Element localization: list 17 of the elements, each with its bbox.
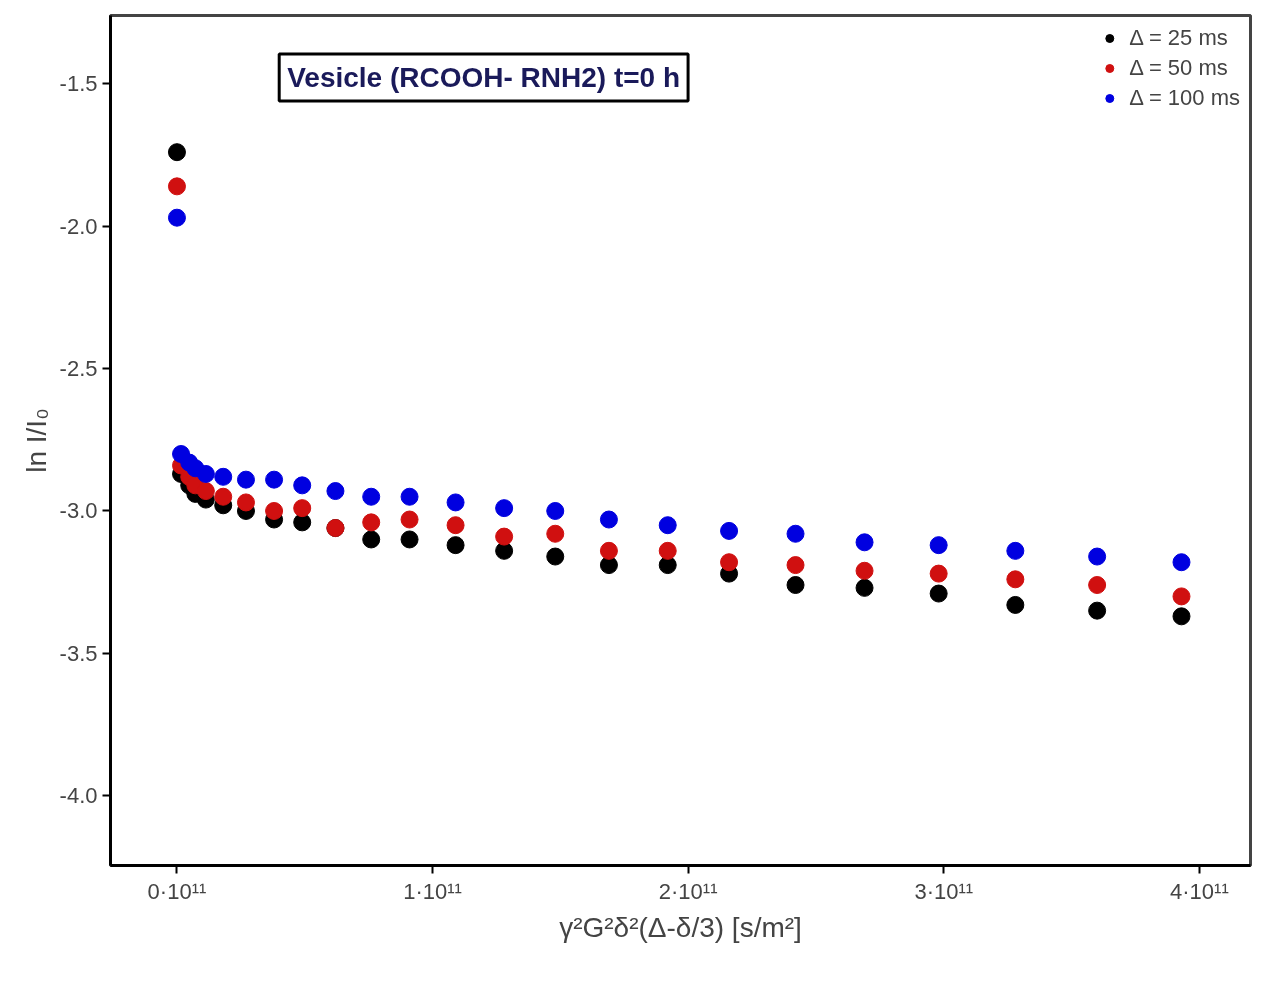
x-tick-label: 0·10¹¹ [147,878,207,904]
legend-label: Δ = 50 ms [1129,55,1228,81]
x-tick-label: 4·10¹¹ [1170,878,1229,904]
x-tick-label: 1·10¹¹ [403,878,462,904]
text: Vesicle (RCOOH- RNH2) t=0 h [287,61,681,93]
legend-label: Δ = 100 ms [1129,85,1240,111]
y-tick-label: -2.5 [59,356,98,382]
y-tick-label: -4.0 [59,783,98,809]
x-tick-label: 2·10¹¹ [658,878,718,904]
y-axis-title: ln I/I₀ [20,408,52,473]
y-tick-label: -3.0 [59,498,98,524]
x-axis-title: γ²G²δ²(Δ-δ/3) [s/m²] [559,911,802,943]
y-tick-label: -1.5 [59,71,98,97]
y-tick-label: -2.0 [59,213,98,239]
x-tick-label: 3·10¹¹ [914,878,974,904]
y-tick-label: -3.5 [59,640,98,666]
legend-label: Δ = 25 ms [1129,25,1228,51]
